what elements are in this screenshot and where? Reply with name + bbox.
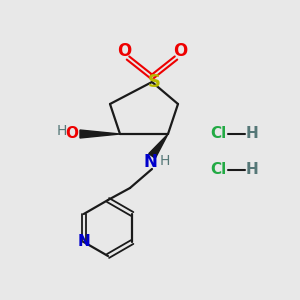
Polygon shape [149, 134, 168, 158]
Text: H: H [246, 127, 258, 142]
Text: O: O [173, 42, 187, 60]
Text: O: O [117, 42, 131, 60]
Text: N: N [77, 235, 90, 250]
Text: H: H [160, 154, 170, 168]
Polygon shape [80, 130, 120, 138]
Text: H: H [246, 163, 258, 178]
Text: Cl: Cl [210, 127, 226, 142]
Text: Cl: Cl [210, 163, 226, 178]
Text: N: N [143, 153, 157, 171]
Text: H: H [57, 124, 67, 138]
Text: S: S [148, 73, 160, 91]
Text: O: O [65, 127, 78, 142]
